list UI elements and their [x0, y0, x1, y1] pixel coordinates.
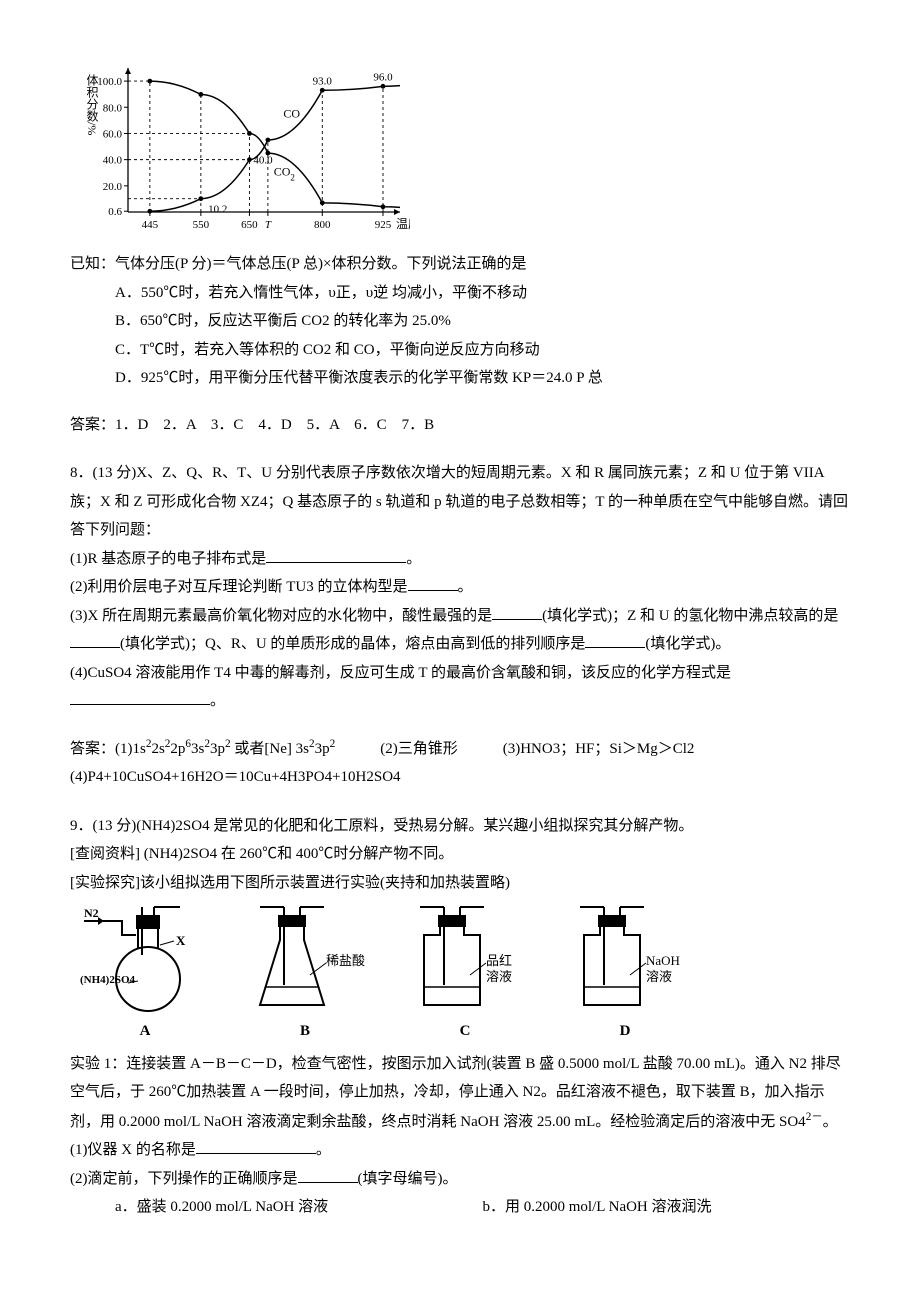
svg-text:10.2: 10.2	[208, 204, 227, 216]
q7-optB: B．650℃时，反应达平衡后 CO2 的转化率为 25.0%	[70, 307, 850, 336]
svg-text:93.0: 93.0	[313, 75, 333, 87]
apparatus-B: 稀盐酸 B	[240, 905, 370, 1046]
q8-p4: (4)CuSO4 溶液能用作 T4 中毒的解毒剂，反应可生成 T 的最高价含氧酸…	[70, 659, 850, 688]
q9-head: 9．(13 分)(NH4)2SO4 是常见的化肥和化工原料，受热易分解。某兴趣小…	[70, 812, 850, 841]
svg-text:品红: 品红	[486, 953, 512, 968]
svg-text:0.6: 0.6	[108, 206, 122, 218]
q9-opt-b: b．用 0.2000 mol/L NaOH 溶液润洗	[483, 1199, 712, 1215]
answers-1-7: 答案：1．D 2．A 3．C 4．D 5．A 6．C 7．B	[70, 411, 850, 440]
q9-opts-ab: a．盛装 0.2000 mol/L NaOH 溶液 b．用 0.2000 mol…	[70, 1193, 850, 1222]
q9-p2: (2)滴定前，下列操作的正确顺序是(填字母编号)。	[70, 1165, 850, 1194]
svg-text:(NH4)2SO4: (NH4)2SO4	[80, 974, 136, 986]
svg-text:NaOH: NaOH	[646, 953, 680, 968]
chart-svg: 0.6 20.0 40.0 60.0 80.0 100.0 445 550 650 800 925 T…	[80, 60, 410, 240]
q8-p2: (2)利用价层电子对互斥理论判断 TU3 的立体构型是。	[70, 573, 850, 602]
svg-text:温度/℃: 温度/℃	[396, 216, 410, 231]
q8-p4-blank: 。	[70, 687, 850, 716]
svg-text:800: 800	[314, 219, 331, 231]
svg-text:60.0: 60.0	[103, 128, 123, 140]
q7-stem: 已知：气体分压(P 分)＝气体总压(P 总)×体积分数。下列说法正确的是	[70, 250, 850, 279]
q7-optA: A．550℃时，若充入惰性气体，υ正，υ逆 均减小，平衡不移动	[70, 279, 850, 308]
svg-text:T: T	[265, 219, 272, 231]
svg-text:CO: CO	[283, 107, 300, 121]
q9-exp: [实验探究]该小组拟选用下图所示装置进行实验(夹持和加热装置略)	[70, 869, 850, 898]
q9-p1: (1)仪器 X 的名称是。	[70, 1136, 850, 1165]
svg-text:650: 650	[241, 219, 258, 231]
label-B: B	[300, 1017, 310, 1046]
svg-text:550: 550	[193, 219, 210, 231]
q8-p1: (1)R 基态原子的电子排布式是。	[70, 545, 850, 574]
q7-optC: C．T℃时，若充入等体积的 CO2 和 CO，平衡向逆反应方向移动	[70, 336, 850, 365]
apparatus-D: NaOH溶液 D	[560, 905, 690, 1046]
svg-text:96.0: 96.0	[373, 71, 393, 83]
label-D: D	[620, 1017, 631, 1046]
q9-opt-a: a．盛装 0.2000 mol/L NaOH 溶液	[115, 1199, 328, 1215]
svg-text:体积分数/%: 体积分数/%	[85, 74, 99, 136]
svg-text:N2: N2	[84, 906, 99, 920]
svg-text:445: 445	[142, 219, 159, 231]
apparatus-C: 品红溶液 C	[400, 905, 530, 1046]
ans8-l1: 答案：(1)1s22s22p63s23p2 或者[Ne] 3s23p2 (2)三…	[70, 734, 850, 764]
svg-text:CO2: CO2	[274, 164, 295, 182]
q7-optD: D．925℃时，用平衡分压代替平衡浓度表示的化学平衡常数 KP＝24.0 P 总	[70, 364, 850, 393]
apparatus-row: N2X(NH4)2SO4 A 稀盐酸 B 品红溶液 C NaOH溶液 D	[70, 897, 850, 1050]
label-A: A	[140, 1017, 151, 1046]
svg-text:40.0: 40.0	[103, 155, 123, 167]
svg-text:溶液: 溶液	[486, 969, 512, 984]
svg-text:20.0: 20.0	[103, 181, 123, 193]
q8-head: 8．(13 分)X、Z、Q、R、T、U 分别代表原子序数依次增大的短周期元素。X…	[70, 459, 850, 545]
apparatus-A: N2 X (NH4)2SO4 A	[80, 905, 210, 1046]
svg-text:稀盐酸: 稀盐酸	[326, 953, 365, 968]
svg-text:溶液: 溶液	[646, 969, 672, 984]
svg-text:80.0: 80.0	[103, 102, 123, 114]
svg-text:100.0: 100.0	[97, 76, 122, 88]
ans8-l2: (4)P4+10CuSO4+16H2O＝10Cu+4H3PO4+10H2SO4	[70, 763, 850, 792]
q9-exp-text: 实验 1：连接装置 A－B－C－D，检查气密性，按图示加入试剂(装置 B 盛 0…	[70, 1050, 850, 1137]
q8-p3: (3)X 所在周期元素最高价氧化物对应的水化物中，酸性最强的是(填化学式)；Z …	[70, 602, 850, 659]
q9-ref: [查阅资料] (NH4)2SO4 在 260℃和 400℃时分解产物不同。	[70, 840, 850, 869]
label-C: C	[460, 1017, 471, 1046]
svg-text:X: X	[176, 933, 186, 948]
svg-text:925: 925	[375, 219, 392, 231]
co-co2-chart: 0.6 20.0 40.0 60.0 80.0 100.0 445 550 650 800 925 T…	[80, 60, 850, 240]
svg-text:40.0: 40.0	[253, 155, 273, 167]
